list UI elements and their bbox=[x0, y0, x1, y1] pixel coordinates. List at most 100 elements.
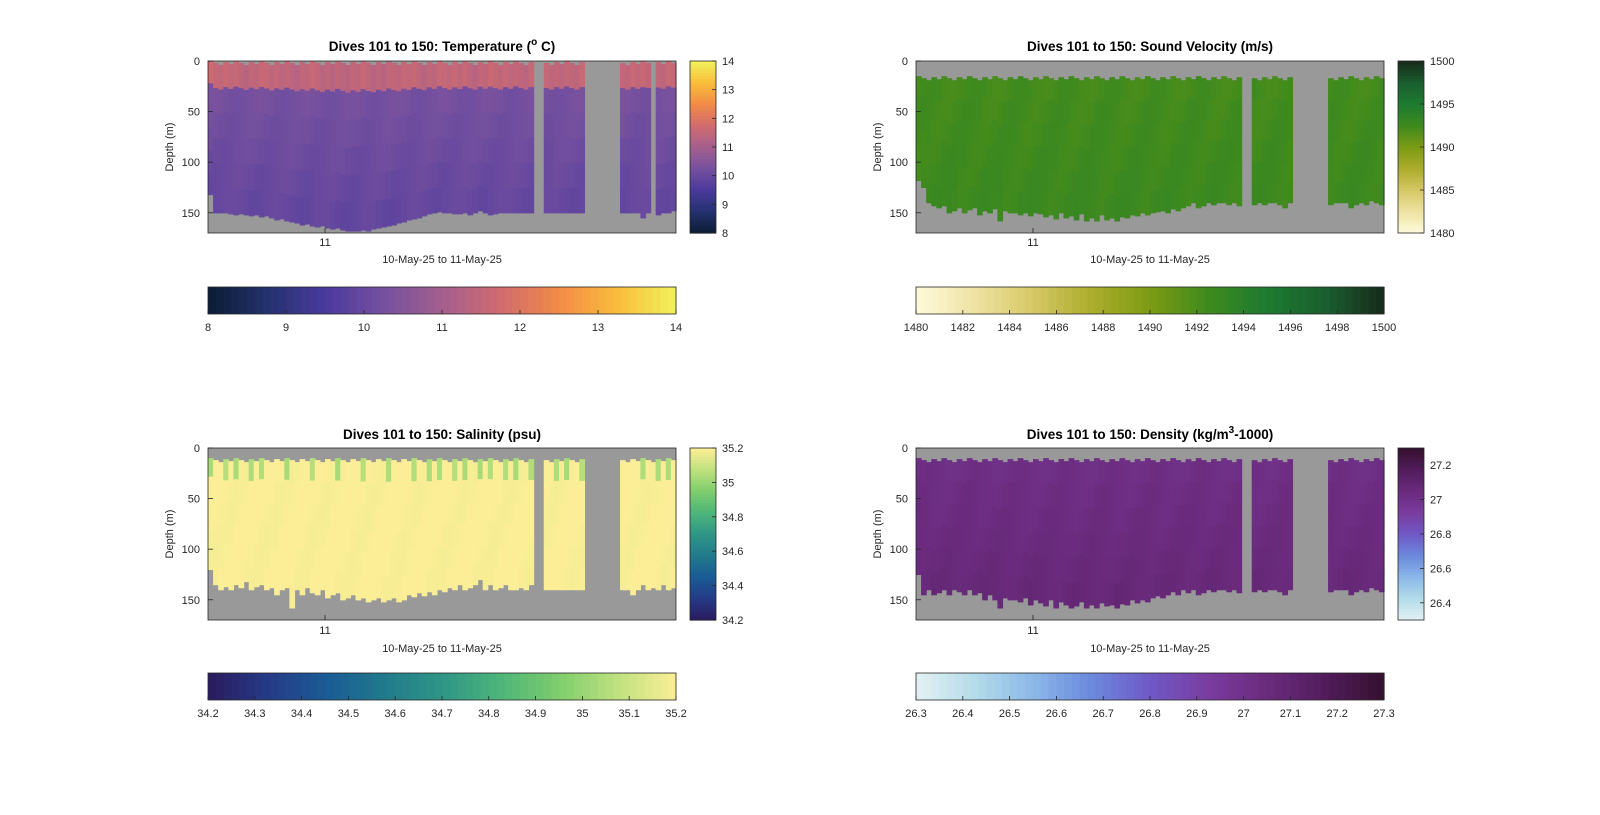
data-cell bbox=[543, 460, 550, 483]
data-cell bbox=[1073, 484, 1080, 510]
colorbar-segment bbox=[1181, 287, 1190, 314]
data-cell bbox=[289, 460, 296, 486]
data-cell bbox=[569, 503, 575, 526]
colorbar-segment bbox=[690, 149, 716, 154]
data-cell bbox=[1160, 574, 1166, 599]
data-cell bbox=[263, 503, 270, 526]
data-cell bbox=[1058, 122, 1065, 146]
colorbar-segment bbox=[426, 287, 435, 314]
data-cell bbox=[457, 138, 463, 165]
data-cell bbox=[370, 201, 377, 230]
data-cell bbox=[248, 113, 255, 140]
data-cell bbox=[436, 86, 443, 112]
colorbar-segment bbox=[543, 673, 552, 700]
data-cell bbox=[482, 461, 489, 484]
data-cell bbox=[1073, 532, 1080, 558]
data-cell bbox=[416, 526, 423, 550]
data-cell bbox=[492, 113, 499, 139]
data-cell bbox=[951, 188, 958, 212]
data-cell bbox=[309, 502, 316, 526]
data-cell bbox=[416, 460, 423, 483]
data-cell bbox=[1017, 76, 1024, 100]
data-column bbox=[482, 64, 489, 214]
data-cell bbox=[436, 111, 443, 137]
data-cell bbox=[391, 528, 397, 553]
data-cell bbox=[218, 138, 224, 165]
data-cell bbox=[982, 506, 988, 531]
data-cell bbox=[1038, 461, 1044, 486]
data-cell bbox=[961, 527, 968, 551]
data-cell bbox=[630, 481, 636, 505]
colorbar-segment bbox=[986, 287, 995, 314]
data-cell bbox=[1180, 165, 1187, 188]
y-tick-label: 100 bbox=[890, 157, 908, 169]
data-cell bbox=[553, 524, 560, 547]
data-cell bbox=[1353, 162, 1360, 185]
data-cell bbox=[1251, 460, 1258, 483]
data-cell bbox=[926, 568, 932, 591]
data-cell bbox=[1012, 123, 1019, 147]
data-column bbox=[620, 63, 626, 214]
data-cell bbox=[997, 534, 1004, 560]
data-column bbox=[1094, 458, 1100, 609]
colorbar-segment bbox=[1398, 602, 1424, 607]
colorbar-segment bbox=[1398, 210, 1424, 214]
data-cell bbox=[936, 548, 943, 572]
data-cell bbox=[355, 147, 362, 176]
data-cell bbox=[513, 162, 519, 189]
data-cell bbox=[655, 524, 662, 547]
colorbar-segment bbox=[1398, 582, 1424, 587]
data-cell bbox=[1267, 99, 1273, 121]
data-cell bbox=[482, 525, 489, 548]
data-cell bbox=[258, 542, 265, 565]
data-cell bbox=[630, 62, 636, 88]
data-cell bbox=[431, 505, 438, 529]
colorbar-tick-label: 26.3 bbox=[905, 708, 926, 720]
data-cell bbox=[1150, 551, 1156, 576]
colorbar-segment bbox=[1196, 287, 1206, 314]
data-cell bbox=[335, 88, 341, 118]
colorbar-segment bbox=[1398, 511, 1424, 515]
colorbar-segment bbox=[348, 287, 357, 314]
data-cell bbox=[1017, 458, 1024, 483]
data-cell bbox=[1358, 462, 1365, 485]
data-cell bbox=[640, 191, 647, 219]
data-cell bbox=[670, 112, 677, 138]
data-cell bbox=[1053, 559, 1060, 585]
data-cell bbox=[340, 63, 346, 92]
data-cell bbox=[1104, 126, 1110, 151]
data-cell bbox=[1256, 504, 1263, 527]
data-cell bbox=[977, 125, 983, 149]
data-cell bbox=[946, 549, 953, 573]
data-cell bbox=[1139, 484, 1146, 508]
data-cell bbox=[1221, 545, 1227, 569]
data-column bbox=[1012, 79, 1019, 214]
data-cell bbox=[1221, 567, 1227, 591]
data-cell bbox=[1343, 140, 1349, 163]
colorbar-segment bbox=[293, 673, 303, 700]
colorbar-tick-label: 26.4 bbox=[952, 708, 973, 720]
data-cell bbox=[665, 111, 672, 138]
data-cell bbox=[1058, 578, 1065, 603]
data-cell bbox=[1333, 547, 1339, 569]
data-cell bbox=[426, 459, 433, 482]
colorbar-segment bbox=[690, 617, 716, 621]
data-column bbox=[1017, 458, 1024, 603]
data-cell bbox=[1114, 102, 1121, 128]
data-cell bbox=[263, 546, 270, 569]
data-column bbox=[640, 61, 647, 219]
data-cell bbox=[1155, 462, 1161, 486]
colorbar-segment bbox=[1398, 106, 1424, 111]
data-cell bbox=[1267, 546, 1273, 569]
data-cell bbox=[1348, 480, 1355, 505]
data-cell bbox=[1363, 547, 1370, 571]
data-cell bbox=[1368, 160, 1375, 181]
data-cell bbox=[1068, 557, 1075, 584]
colorbar-segment bbox=[1398, 221, 1424, 225]
data-cell bbox=[1058, 77, 1065, 101]
data-cell bbox=[360, 89, 367, 118]
data-column bbox=[987, 461, 993, 596]
data-column bbox=[1073, 460, 1080, 607]
data-cell bbox=[263, 113, 270, 141]
data-cell bbox=[1175, 460, 1182, 484]
